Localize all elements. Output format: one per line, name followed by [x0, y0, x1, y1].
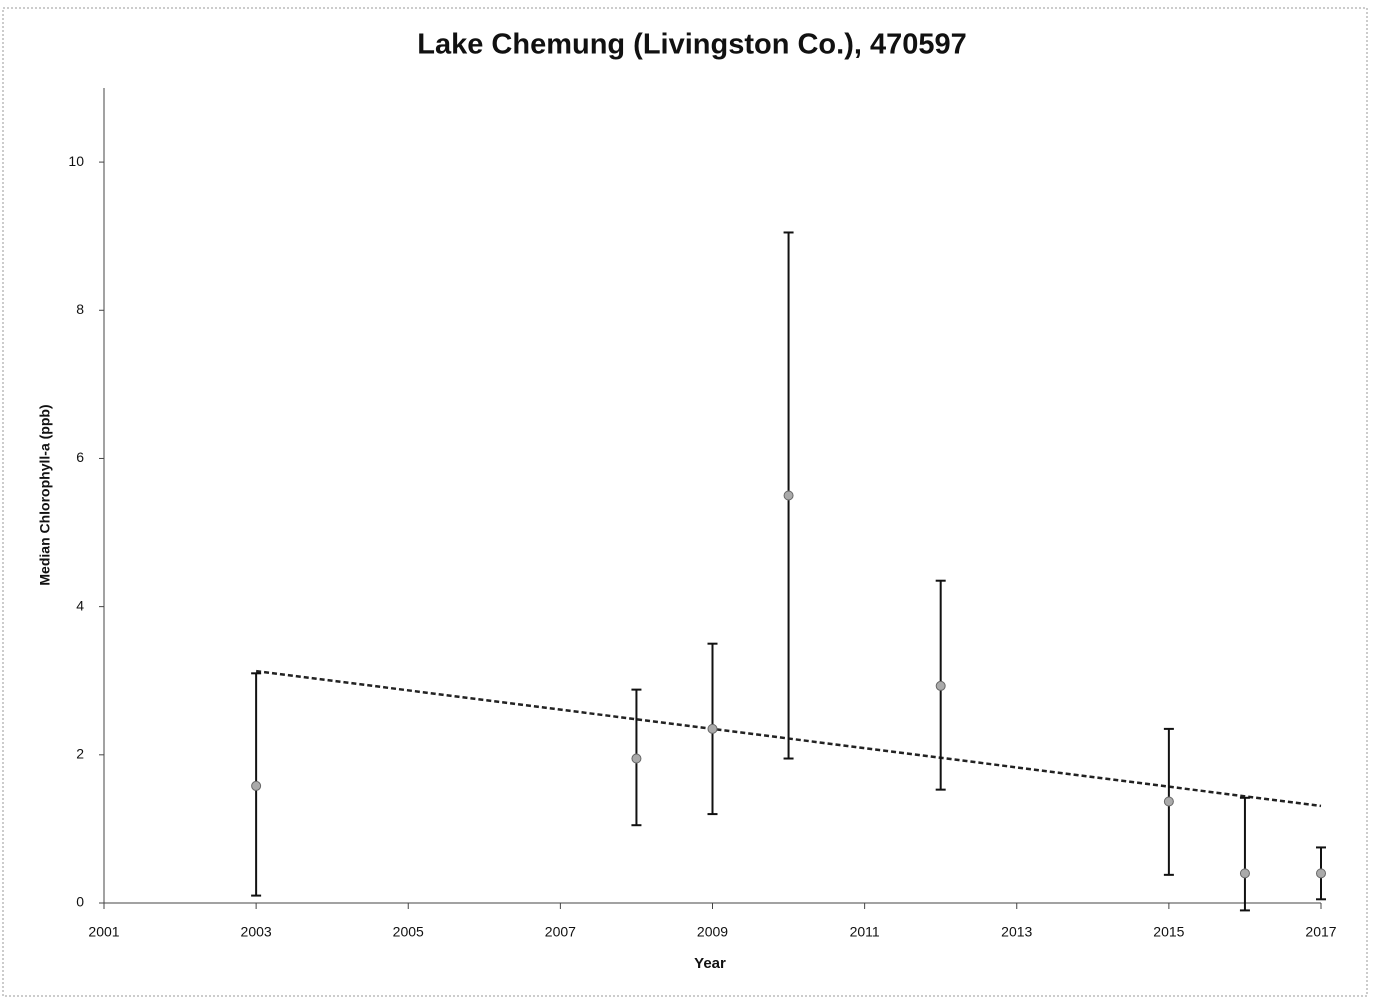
chart-border — [2, 7, 1368, 997]
x-tick-label: 2013 — [1001, 924, 1032, 940]
y-tick-label: 8 — [76, 301, 84, 317]
x-tick-label: 2005 — [393, 924, 424, 940]
point — [1239, 868, 1250, 879]
x-tick-label: 2001 — [88, 924, 119, 940]
point — [783, 490, 794, 501]
x-tick-label: 2003 — [241, 924, 272, 940]
y-tick-label: 10 — [68, 153, 84, 169]
y-tick-label: 0 — [76, 894, 84, 910]
point — [707, 723, 718, 734]
point — [251, 780, 262, 791]
x-axis-title: Year — [694, 955, 726, 972]
y-tick-label: 4 — [76, 597, 84, 613]
x-tick-label: 2015 — [1153, 924, 1184, 940]
x-tick-label: 2009 — [697, 924, 728, 940]
y-tick-label: 6 — [76, 449, 84, 465]
point — [1163, 796, 1174, 807]
point — [1316, 868, 1326, 879]
x-tick-label: 2017 — [1305, 924, 1336, 940]
chart-title: Lake Chemung (Livingston Co.), 470597 — [417, 29, 967, 61]
x-tick-label: 2007 — [545, 924, 576, 940]
point — [935, 680, 946, 691]
x-tick-label: 2011 — [850, 924, 880, 940]
y-axis-title: Median Chlorophyll-a (ppb) — [37, 404, 53, 585]
y-tick-label: 2 — [76, 746, 84, 762]
point — [631, 753, 642, 764]
